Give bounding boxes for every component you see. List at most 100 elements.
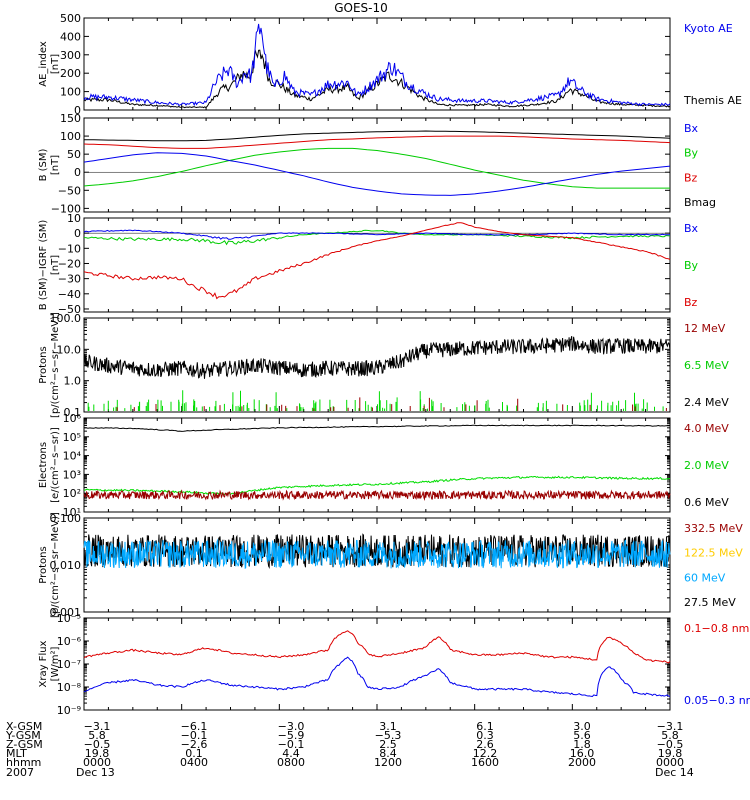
panel-frame: [83, 17, 671, 111]
y-tick-label: −50: [58, 184, 81, 197]
legend-6-5-mev: 6.5 MeV: [684, 359, 729, 372]
legend-12-mev: 12 MeV: [684, 322, 726, 335]
y-tick-label: 300: [60, 49, 81, 62]
series-bz: [83, 135, 671, 149]
panel-bigrf: −50 −40 −30 −20 −10 0 10 B (SM)−IGRF (SM) [nT] Bx…: [38, 212, 699, 316]
footer-value: −3.1: [84, 720, 111, 733]
footer-year: 2007: [6, 766, 34, 779]
footer-value: 19.8: [85, 747, 110, 760]
series-60-mev: [83, 538, 671, 569]
series-0-1-0-8-nm: [83, 630, 671, 664]
footer-value: 5.8: [661, 729, 679, 742]
series-12-mev: [116, 397, 667, 411]
footer-value: −0.5: [84, 738, 111, 751]
y-tick-label: 10⁻⁶: [57, 635, 82, 648]
footer-value: −6.1: [181, 720, 208, 733]
y-tick-label: 0: [74, 166, 81, 179]
footer-value: 1.8: [573, 738, 591, 751]
y-axis-label: Electrons: [38, 442, 49, 488]
footer-value: −3.0: [278, 720, 305, 733]
y-axis-label: Protons: [38, 546, 49, 583]
y-tick-label: 0: [74, 227, 81, 240]
series-bx: [83, 229, 671, 240]
footer-date-start: Dec 13: [76, 766, 115, 779]
legend-2-0-mev: 2.0 MeV: [684, 459, 729, 472]
footer-value: 0000: [83, 756, 111, 769]
y-axis-unit: [p/(cm²−s−sr−MeV)]: [50, 512, 61, 618]
footer-value: 0800: [277, 756, 305, 769]
y-tick-label: 10²: [63, 487, 81, 500]
footer-row-label: Y-GSM: [5, 729, 41, 742]
plot-title: GOES-10: [334, 1, 388, 15]
y-tick-label: 150: [60, 112, 81, 125]
y-axis-unit: [nT]: [50, 155, 61, 175]
panel-frame: [83, 617, 671, 711]
y-tick-label: 10⁴: [63, 450, 82, 463]
y-tick-label: −30: [58, 273, 81, 286]
series-2-4-mev: [83, 335, 671, 379]
panel-frame: [83, 417, 671, 513]
y-tick-label: 10: [67, 212, 81, 225]
y-tick-label: −100: [51, 202, 81, 215]
legend-bx: Bx: [684, 222, 699, 235]
legend-2-4-mev: 2.4 MeV: [684, 396, 729, 409]
footer-value: 2.6: [476, 738, 494, 751]
panel-elec: 10¹ 10² 10³ 10⁴ 10⁵ 10⁶ Electrons [e/(cm²−s−sr)…: [38, 412, 729, 519]
footer-value: −0.1: [278, 738, 305, 751]
panel-ae: 0 100 200 300 400 500 AE_index [nT] Kyoto AE Them…: [38, 12, 742, 117]
panel-bsm: −100 −50 0 50 100 150 B (SM) [nT] Bx By Bz Bmag: [38, 112, 716, 215]
y-axis-label: Protons: [38, 346, 49, 383]
y-tick-label: 0.001: [50, 606, 82, 619]
legend-kyoto-ae: Kyoto AE: [684, 22, 733, 35]
series-kyoto-ae: [83, 23, 671, 107]
legend-bz: Bz: [684, 296, 698, 309]
y-tick-label: 10⁵: [63, 431, 81, 444]
panel-frame: [83, 517, 671, 613]
footer-row-label: MLT: [6, 747, 27, 760]
legend-by: By: [684, 147, 699, 160]
y-tick-label: 100: [60, 86, 81, 99]
footer-value: 3.0: [573, 720, 591, 733]
series-by: [83, 147, 670, 189]
y-tick-label: 500: [60, 12, 81, 25]
orbit-footer: 2007 Dec 13 Dec 14 X-GSM −3.1 −6.1 −3.0 3.1 6…: [5, 720, 694, 779]
panel-xray: 10⁻⁹ 10⁻⁸ 10⁻⁷ 10⁻⁶ 10⁻⁵ Xray Flux [W/m²] 0.1−0…: [38, 612, 750, 717]
series-themis-ae: [83, 49, 671, 109]
legend-332-5-mev: 332.5 MeV: [684, 522, 743, 535]
footer-value: 19.8: [658, 747, 683, 760]
y-tick-label: 200: [60, 67, 81, 80]
footer-value: −5.9: [278, 729, 305, 742]
footer-value: 5.8: [88, 729, 106, 742]
legend-0-1-0-8-nm: 0.1−0.8 nm: [684, 622, 749, 635]
footer-value: −0.1: [181, 729, 208, 742]
footer-value: 0.3: [476, 729, 494, 742]
footer-value: 0400: [180, 756, 208, 769]
legend-by: By: [684, 259, 699, 272]
y-tick-label: 400: [60, 30, 81, 43]
footer-value: 6.1: [476, 720, 494, 733]
y-axis-unit: [e/(cm²−s−sr)]: [50, 427, 61, 503]
footer-value: 4.4: [282, 747, 300, 760]
y-tick-label: 0.1: [64, 406, 82, 419]
footer-row-label: X-GSM: [6, 720, 42, 733]
y-tick-label: 10⁻⁸: [57, 681, 82, 694]
y-axis-unit: [p/(cm²−s−sr−MeV)]: [50, 312, 61, 418]
y-axis-unit: [W/m²]: [50, 646, 61, 681]
y-tick-label: 10⁻⁹: [57, 704, 81, 717]
legend-4-0-mev: 4.0 MeV: [684, 422, 729, 435]
y-tick-label: 100: [60, 130, 81, 143]
legend-0-6-mev: 0.6 MeV: [684, 496, 729, 509]
footer-value: 1600: [471, 756, 499, 769]
legend-bz: Bz: [684, 171, 698, 184]
y-axis-unit: [nT]: [50, 255, 61, 275]
y-axis-label: B (SM)−IGRF (SM): [38, 220, 49, 311]
y-tick-label: 10³: [63, 468, 81, 481]
legend-60-mev: 60 MeV: [684, 571, 726, 584]
footer-date-end: Dec 14: [655, 766, 694, 779]
footer-row-label: Z-GSM: [6, 738, 43, 751]
y-tick-label: 10⁻⁵: [57, 612, 81, 625]
y-tick-label: 0: [74, 104, 81, 117]
footer-value: 0000: [656, 756, 684, 769]
